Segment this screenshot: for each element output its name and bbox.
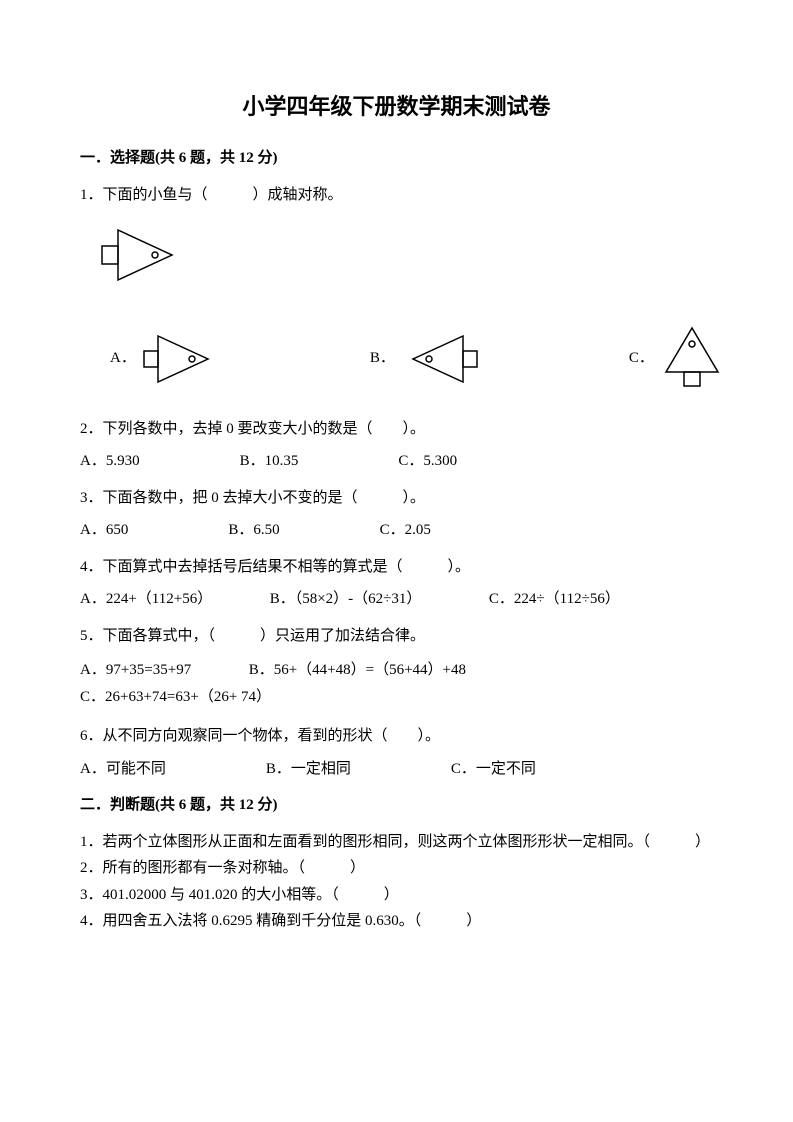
- q1-option-a: A．: [110, 331, 220, 387]
- q5-text: 5．下面各算式中，（ ）只运用了加法结合律。: [80, 625, 713, 648]
- fish-left-icon: [401, 331, 479, 387]
- question-2: 2．下列各数中，去掉 0 要改变大小的数是（ ）。 A．5.930 B．10.3…: [80, 418, 713, 473]
- question-1: 1．下面的小鱼与（ ）成轴对称。 A． B．: [80, 184, 713, 394]
- q1-main-fish: [100, 224, 713, 294]
- q2-text: 2．下列各数中，去掉 0 要改变大小的数是（ ）。: [80, 418, 713, 441]
- q4-optC: C．224÷（112÷56）: [489, 591, 620, 607]
- q5-optA: A．97+35=35+97: [80, 662, 191, 678]
- question-4: 4．下面算式中去掉括号后结果不相等的算式是（ ）。 A．224+（112+56）…: [80, 556, 713, 611]
- q1-text: 1．下面的小鱼与（ ）成轴对称。: [80, 184, 713, 207]
- judge-q1: 1．若两个立体图形从正面和左面看到的图形相同，则这两个立体图形形状一定相同。（ …: [80, 831, 713, 854]
- judge-q4: 4．用四舍五入法将 0.6295 精确到千分位是 0.630。（ ）: [80, 910, 713, 933]
- q6-text: 6．从不同方向观察同一个物体，看到的形状（ ）。: [80, 725, 713, 748]
- q1-option-c: C．: [629, 324, 724, 394]
- page-title: 小学四年级下册数学期末测试卷: [80, 90, 713, 123]
- fish-up-icon: [660, 324, 724, 394]
- judge-q2: 2．所有的图形都有一条对称轴。（ ）: [80, 857, 713, 880]
- q4-optB: B．（58×2）-（62÷31）: [270, 591, 422, 607]
- question-6: 6．从不同方向观察同一个物体，看到的形状（ ）。 A．可能不同 B．一定相同 C…: [80, 725, 713, 780]
- fish-right-small-icon: [142, 331, 220, 387]
- question-5: 5．下面各算式中，（ ）只运用了加法结合律。 A．97+35=35+97 B．5…: [80, 625, 713, 712]
- q6-optB: B．一定相同: [266, 758, 351, 781]
- fish-right-icon: [100, 224, 186, 286]
- q1-optC-label: C．: [629, 347, 654, 370]
- q1-option-b: B．: [370, 331, 479, 387]
- q2-optC: C．5.300: [398, 450, 457, 473]
- section-2-header: 二．判断题(共 6 题，共 12 分): [80, 794, 713, 817]
- q3-optA: A．650: [80, 519, 128, 542]
- q5-optB: B．56+（44+48）=（56+44）+48: [249, 662, 466, 678]
- q1-optB-label: B．: [370, 347, 395, 370]
- q2-optB: B．10.35: [240, 450, 299, 473]
- q3-text: 3．下面各数中，把 0 去掉大小不变的是（ ）。: [80, 487, 713, 510]
- q3-optB: B．6.50: [228, 519, 279, 542]
- q1-options: A． B． C．: [80, 324, 713, 394]
- q4-optA: A．224+（112+56）: [80, 591, 212, 607]
- q1-optA-label: A．: [110, 347, 136, 370]
- q4-text: 4．下面算式中去掉括号后结果不相等的算式是（ ）。: [80, 556, 713, 579]
- q3-optC: C．2.05: [380, 519, 431, 542]
- judge-q3: 3．401.02000 与 401.020 的大小相等。（ ）: [80, 884, 713, 907]
- q6-optA: A．可能不同: [80, 758, 166, 781]
- q2-optA: A．5.930: [80, 450, 140, 473]
- q6-optC: C．一定不同: [451, 758, 536, 781]
- q5-optC: C．26+63+74=63+（26+ 74）: [80, 689, 271, 705]
- section-1-header: 一．选择题(共 6 题，共 12 分): [80, 147, 713, 170]
- question-3: 3．下面各数中，把 0 去掉大小不变的是（ ）。 A．650 B．6.50 C．…: [80, 487, 713, 542]
